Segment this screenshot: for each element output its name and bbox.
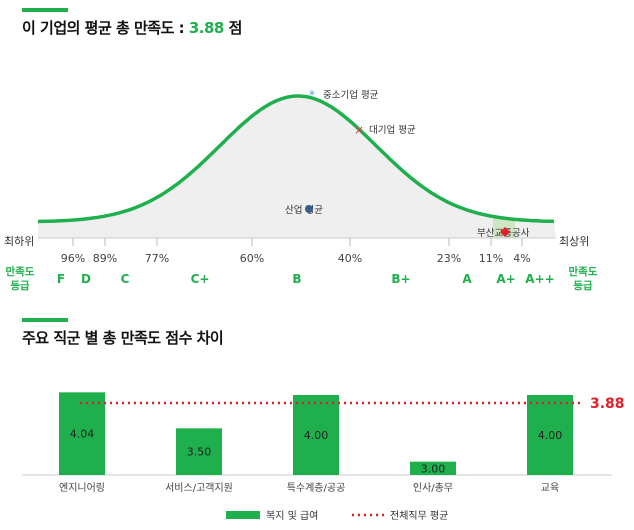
category-label: 엔지니어링 <box>59 482 105 494</box>
percentile-ticks: 96% 89% 77% 60% 40% 23% 11% 4% <box>61 238 531 265</box>
grade-label: B <box>292 272 301 286</box>
percentile-label: 4% <box>513 252 530 265</box>
sme-average-marker: * <box>309 88 315 102</box>
bar <box>59 392 105 475</box>
legend-bar-label: 복지 및 급여 <box>266 510 318 522</box>
percentile-label: 89% <box>93 252 117 265</box>
grade-label: A+ <box>496 272 515 286</box>
section2-title: 주요 직군 별 총 만족도 점수 차이 <box>22 329 224 347</box>
average-score: 3.88 <box>188 19 225 37</box>
percentile-label: 11% <box>479 252 503 265</box>
grade-side-label-left-1: 만족도 <box>6 265 35 278</box>
grade-side-label-right-1: 만족도 <box>569 265 598 278</box>
percentile-label: 23% <box>437 252 461 265</box>
grade-label: B+ <box>391 272 410 286</box>
grade-label: C <box>121 272 130 286</box>
overall-average-value: 3.88 <box>590 396 625 412</box>
legend-bar-swatch <box>226 511 260 519</box>
category-label: 교육 <box>541 482 559 494</box>
page-title: 이 기업의 평균 총 만족도 : 3.88 점 <box>22 17 242 38</box>
grade-side-label-left-2: 등급 <box>10 280 30 292</box>
percentile-label: 96% <box>61 252 85 265</box>
percentile-label: 77% <box>145 252 169 265</box>
bar <box>410 461 456 475</box>
grade-label: C+ <box>191 272 210 286</box>
bar <box>293 395 339 475</box>
satisfaction-distribution-chart: * 중소기업 평균 × 대기업 평균 산업 평균 부산교통공사 최하위 최상위 … <box>4 88 598 292</box>
industry-average-marker <box>305 205 313 213</box>
chart-legend: 복지 및 급여 전체직무 평균 <box>226 510 448 522</box>
legend-line-label: 전체직무 평균 <box>390 510 448 522</box>
industry-average-label: 산업 평균 <box>285 204 323 216</box>
bar-value-label: 3.50 <box>187 446 212 459</box>
job-group-bar-chart: 4.04 엔지니어링 3.50 서비스/고객지원 4.00 특수계층/공공 3.00 인사/총… <box>22 392 625 522</box>
large-company-average-label: 대기업 평균 <box>369 124 416 136</box>
sme-average-label: 중소기업 평균 <box>323 89 379 101</box>
company-marker <box>500 227 510 237</box>
section-accent-bar <box>22 8 68 12</box>
bar-value-label: 4.00 <box>538 429 563 442</box>
bar-value-label: 4.04 <box>70 428 95 441</box>
percentile-label: 60% <box>240 252 264 265</box>
distribution-area <box>38 96 556 238</box>
grade-side-label-right-2: 등급 <box>573 280 593 292</box>
bar <box>527 395 573 475</box>
grade-labels: F D C C+ B B+ A A+ A++ <box>57 272 555 286</box>
large-company-average-marker: × <box>354 123 364 137</box>
category-label: 서비스/고객지원 <box>165 482 233 494</box>
grade-label: A++ <box>525 272 554 286</box>
grade-label: A <box>462 272 472 286</box>
right-edge-label: 최상위 <box>559 235 589 248</box>
category-label: 인사/총무 <box>413 482 453 494</box>
bar-value-label: 3.00 <box>421 462 446 475</box>
bar-value-label: 4.00 <box>304 429 329 442</box>
percentile-label: 40% <box>338 252 362 265</box>
grade-label: F <box>57 272 65 286</box>
bar <box>176 428 222 475</box>
distribution-curve <box>37 94 555 224</box>
section2-accent-bar <box>22 318 68 322</box>
category-label: 특수계층/공공 <box>287 482 346 494</box>
grade-label: D <box>81 272 91 286</box>
title-suffix: 점 <box>223 19 243 37</box>
left-edge-label: 최하위 <box>4 234 34 248</box>
title-prefix: 이 기업의 평균 총 만족도 : <box>22 19 189 37</box>
